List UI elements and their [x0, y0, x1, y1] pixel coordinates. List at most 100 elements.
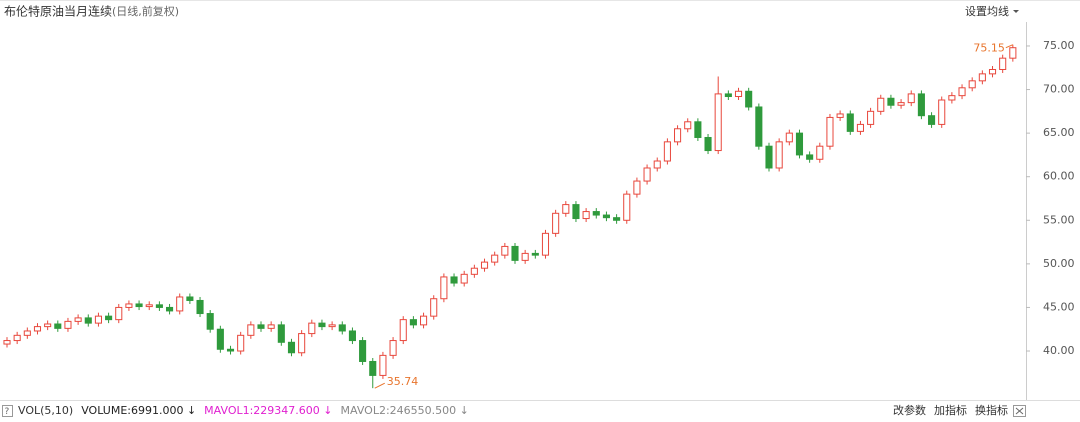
candle-body — [440, 276, 448, 300]
candle-body — [166, 306, 174, 312]
close-glyph[interactable] — [1015, 407, 1024, 415]
candle-body — [734, 90, 743, 98]
candle-body — [186, 296, 194, 301]
candle-body — [338, 324, 346, 332]
candle-body — [917, 93, 925, 117]
candle-body — [714, 93, 722, 152]
candle-body — [318, 322, 326, 328]
candle-body — [135, 303, 143, 308]
candle-body — [501, 245, 509, 256]
candle-body — [277, 324, 285, 343]
candle-body — [84, 317, 92, 324]
candle-body — [105, 315, 113, 321]
candle-body — [389, 340, 397, 356]
candle-body — [369, 360, 377, 376]
candle-body — [23, 330, 31, 336]
candle-body — [928, 115, 936, 125]
dropdown-caret[interactable] — [1013, 10, 1019, 13]
candle-body — [816, 145, 824, 160]
candle-body — [420, 315, 428, 326]
indicator-name: VOL(5,10) — [18, 404, 73, 417]
candle-body — [968, 80, 976, 89]
low-pointer — [374, 382, 385, 389]
candle-body — [704, 136, 712, 152]
candle-body — [958, 87, 966, 97]
indicator-value: MAVOL1:229347.600 ↓ — [204, 404, 332, 417]
close-icon[interactable] — [1013, 405, 1026, 417]
candle-body — [745, 90, 753, 108]
candle-body — [64, 320, 72, 329]
candle-body — [623, 193, 631, 221]
candle-body — [348, 330, 356, 342]
candle-body — [541, 232, 550, 256]
y-tick-label: 65.00 — [1043, 126, 1075, 139]
candle-body — [643, 167, 651, 182]
candle-body — [562, 204, 570, 214]
y-tick-label: 40.00 — [1043, 344, 1075, 357]
candle-body — [785, 132, 793, 143]
candle-body — [379, 354, 387, 376]
y-tick-label: 45.00 — [1043, 300, 1075, 313]
y-tick-label: 75.00 — [1043, 39, 1075, 52]
candle-body — [988, 69, 997, 75]
indicator-button[interactable]: 加指标 — [934, 403, 967, 417]
candle-body — [663, 141, 671, 162]
candle-body — [33, 326, 42, 332]
candle-body — [176, 296, 184, 312]
candle-body — [907, 93, 915, 104]
candle-body — [633, 180, 641, 195]
candle-body — [287, 341, 296, 354]
candle-body — [836, 113, 844, 118]
candle-body — [613, 217, 621, 221]
indicator-value: MAVOL2:246550.500 ↓ — [341, 404, 469, 417]
candle-body — [948, 95, 956, 101]
candle-body — [694, 121, 702, 138]
candle-body — [44, 323, 52, 328]
chart-subtitle: (日线,前复权) — [112, 4, 179, 18]
help-icon-glyph[interactable]: ? — [5, 407, 10, 417]
y-tick-label: 55.00 — [1043, 213, 1075, 226]
candle-body — [267, 324, 275, 329]
candle-body — [887, 97, 895, 106]
candle-body — [684, 121, 692, 130]
candle-body — [216, 328, 224, 350]
candle-body — [155, 304, 163, 308]
candle-body — [460, 273, 468, 284]
candle-body — [897, 102, 905, 106]
candle-body — [115, 306, 123, 321]
indicator-button[interactable]: 改参数 — [893, 403, 926, 417]
low-annotation: 35.74 — [387, 375, 419, 388]
candle-body — [226, 348, 235, 352]
candle-body — [999, 57, 1007, 71]
candle-body — [257, 324, 265, 329]
candle-body — [13, 334, 21, 342]
candle-body — [470, 267, 478, 275]
candle-body — [491, 254, 499, 263]
candle-body — [450, 276, 458, 284]
candle-body — [94, 315, 102, 324]
candle-body — [298, 333, 306, 354]
ma-button[interactable]: 设置均线 — [965, 4, 1009, 18]
candle-body — [247, 324, 255, 336]
candle-body — [521, 252, 529, 261]
help-icon[interactable] — [2, 405, 13, 417]
candle-body — [409, 319, 417, 326]
candle-body — [724, 93, 732, 98]
y-tick-label: 50.00 — [1043, 257, 1075, 270]
high-pointer — [1005, 44, 1014, 49]
indicator-button[interactable]: 换指标 — [975, 403, 1008, 417]
candle-body — [74, 317, 82, 322]
candle-body — [856, 123, 864, 132]
chart-title: 布伦特原油当月连续 — [4, 4, 112, 19]
candle-body — [775, 141, 783, 169]
candle-body — [480, 261, 489, 269]
candle-body — [3, 340, 11, 345]
candle-body — [806, 154, 814, 160]
candle-body — [145, 304, 153, 308]
candle-body — [653, 160, 661, 169]
candle-body — [938, 99, 946, 125]
candle-body — [237, 334, 245, 352]
candle-body — [1009, 47, 1017, 59]
candle-body — [846, 113, 854, 132]
